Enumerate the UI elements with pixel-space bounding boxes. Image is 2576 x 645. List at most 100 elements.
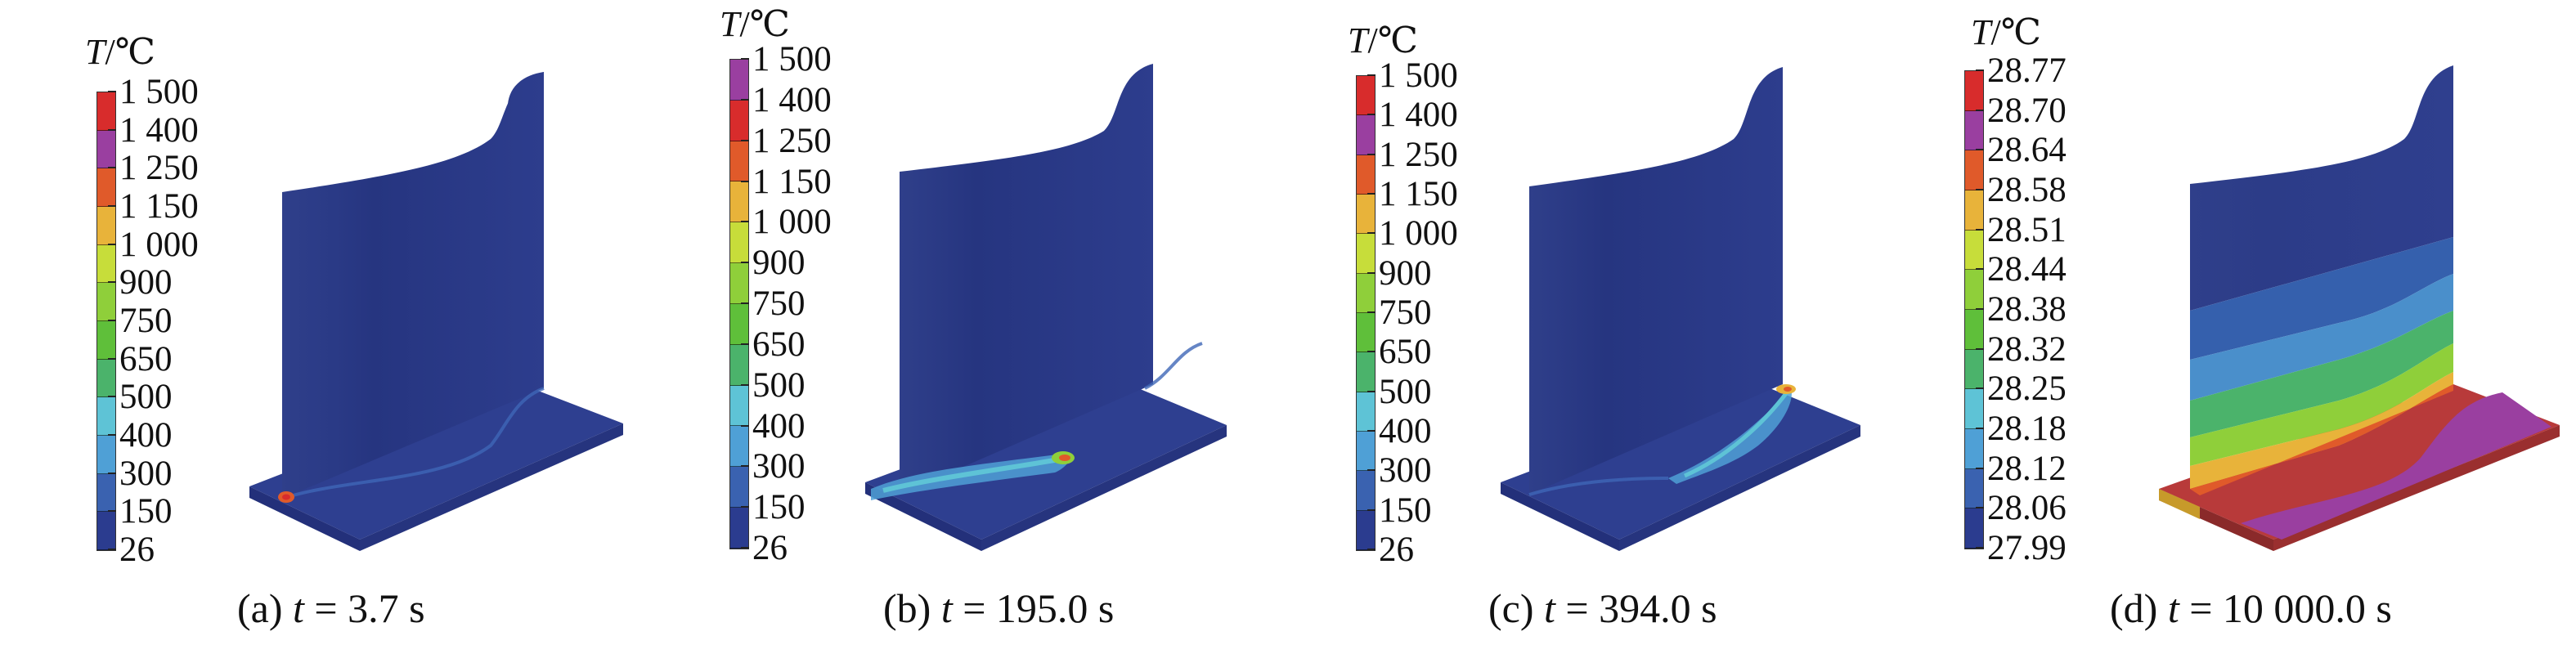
tick-label: 900: [119, 263, 173, 302]
tick-label: 28.06: [1987, 489, 2067, 528]
colorbar: [729, 59, 749, 549]
tick-mark: [741, 98, 749, 101]
panel-d: T/℃ (d) t = 10 000.0 s 28.77 28.70 28.64 28…: [1930, 0, 2576, 645]
colorbar-segment: [97, 512, 115, 550]
tick-mark: [1367, 508, 1376, 511]
tick-mark: [1976, 149, 1984, 151]
colorbar-segment: [1357, 510, 1375, 550]
colorbar-segment: [1357, 431, 1375, 472]
colorbar-segment: [1965, 110, 1983, 151]
tick-mark: [1976, 109, 1984, 111]
colorbar-segment: [730, 303, 748, 345]
tick-mark: [741, 221, 749, 223]
tick-label: 1 150: [119, 187, 199, 226]
colorbar-segment: [1357, 155, 1375, 195]
tick-label: 400: [752, 406, 806, 446]
colorbar-segment: [1965, 389, 1983, 429]
colorbar-segment: [730, 508, 748, 549]
tick-mark: [108, 549, 116, 550]
tick-label: 1 400: [1379, 96, 1458, 135]
tick-mark: [108, 510, 116, 513]
base-plate-side: [360, 423, 623, 551]
tick-label: 400: [119, 416, 173, 455]
tick-label: 28.51: [1987, 210, 2067, 249]
tick-mark: [741, 302, 749, 304]
colorbar-segment: [1357, 273, 1375, 313]
caption-d: (d) t = 10 000.0 s: [2110, 585, 2392, 631]
colorbar-segment: [1357, 194, 1375, 235]
tick-label: 26: [1379, 531, 1414, 569]
colorbar-segment: [730, 60, 748, 101]
plate-purple-zone: [2241, 392, 2551, 540]
colorbar-segment: [1965, 270, 1983, 310]
tick-mark: [108, 434, 116, 436]
weld-model-d: [2159, 65, 2560, 551]
colorbar-segment: [1357, 76, 1375, 116]
weld-model-b: [865, 64, 1227, 551]
tick-mark: [741, 343, 749, 345]
weld-seam: [281, 387, 545, 500]
colorbar-segment: [1965, 150, 1983, 190]
tick-label: 28.70: [1987, 91, 2067, 130]
tick-label: 650: [119, 339, 173, 378]
colorbar-segment: [730, 263, 748, 304]
wall-face: [282, 72, 544, 499]
weld-model-a: [249, 72, 623, 551]
colorbar-segment: [1357, 115, 1375, 155]
colorbar-segment: [1357, 352, 1375, 392]
tick-label: 28.58: [1987, 171, 2067, 209]
tick-mark: [1367, 153, 1376, 155]
colorbar-segment: [730, 467, 748, 508]
tick-label: 1 150: [1379, 175, 1458, 213]
tick-mark: [108, 357, 116, 360]
tick-label: 900: [1379, 253, 1432, 293]
colorbar-segment: [1965, 508, 1983, 549]
colorbar-segment: [730, 222, 748, 264]
tick-mark: [108, 243, 116, 245]
panel-c: T/℃ (c) t = 394.0 s 1 500 1 400 1 250 1 150…: [1292, 0, 1930, 645]
tick-mark: [1367, 232, 1376, 235]
weld-model-c: [1501, 67, 1860, 551]
tick-label: 28.44: [1987, 250, 2067, 289]
tick-label: 28.64: [1987, 131, 2067, 170]
colorbar-segment: [97, 92, 115, 131]
tick-label: 1 000: [1379, 214, 1458, 253]
wall-band-750: [2190, 343, 2453, 466]
tick-mark: [741, 506, 749, 508]
tick-label: 1 000: [119, 225, 199, 264]
tick-mark: [1367, 549, 1376, 550]
colorbar-segment: [97, 130, 115, 169]
tick-label: 28.25: [1987, 370, 2067, 409]
tick-mark: [741, 262, 749, 264]
tick-mark: [1367, 114, 1376, 116]
tick-label: 1 500: [752, 40, 832, 78]
tick-mark: [108, 472, 116, 474]
tick-label: 1 250: [119, 149, 199, 188]
base-plate-front: [249, 486, 360, 551]
tick-label: 150: [752, 488, 806, 527]
tick-label: 26: [752, 529, 788, 567]
panel-a: T/℃ (a) t = 3.7 s 1 500 1 400 1 250 1 150 1 …: [0, 0, 638, 645]
tick-label: 1 400: [119, 110, 199, 150]
tick-label: 900: [752, 244, 806, 283]
legend-title: T/℃: [720, 4, 790, 44]
tick-mark: [1976, 507, 1984, 509]
tick-label: 28.77: [1987, 52, 2067, 90]
tick-label: 650: [1379, 333, 1432, 372]
tick-mark: [1367, 271, 1376, 274]
tick-mark: [741, 465, 749, 468]
tick-mark: [108, 205, 116, 207]
colorbar-segment: [1357, 312, 1375, 353]
colorbar-segment: [730, 141, 748, 182]
colorbar-segment: [730, 426, 748, 468]
tick-mark: [108, 281, 116, 284]
legend-title: T/℃: [1348, 20, 1418, 60]
caption-b: (b) t = 195.0 s: [883, 585, 1115, 631]
wall-band-1000: [2190, 372, 2453, 489]
tick-label: 300: [1379, 451, 1432, 490]
wall-band-300: [2190, 274, 2453, 401]
colorbar-segment: [97, 168, 115, 207]
tick-label: 500: [752, 365, 806, 405]
tick-label: 650: [752, 325, 806, 364]
colorbar-segment: [1965, 230, 1983, 271]
